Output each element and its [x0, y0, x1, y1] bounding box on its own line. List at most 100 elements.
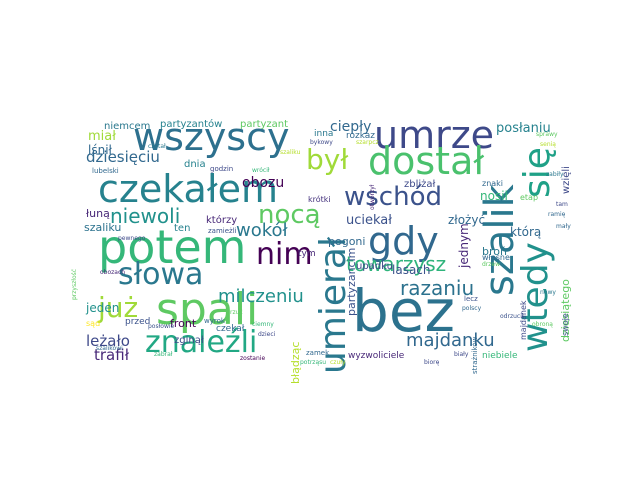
word-przyszlosc: przyszłość — [71, 268, 78, 300]
word-majdanek: majdanek — [519, 300, 528, 340]
word-zlozyc: złożyć — [448, 213, 486, 227]
word-bykowy: bykowy — [310, 139, 333, 146]
word-wschod: wschód — [344, 182, 442, 212]
word-sad: sąd — [86, 319, 101, 328]
word-pewnego: pewnego — [118, 235, 146, 242]
word-czekalem: czekałem — [98, 167, 279, 211]
word-ktorzy: którzy — [206, 215, 238, 226]
word-wrocil: wrócił — [252, 167, 270, 174]
word-niebiele: niebiele — [482, 351, 518, 361]
word-towarzysz: towarzysz — [346, 252, 447, 276]
word-spali: spali — [156, 284, 259, 335]
word-nowy: nowy — [540, 289, 556, 296]
word-luna: łuną — [86, 207, 110, 220]
word-jeden: jeden — [86, 301, 120, 315]
word-szarpcz: szarpcz — [356, 139, 379, 146]
word-jednym: jednym — [457, 223, 471, 268]
word-wyrok: wyrok — [204, 317, 225, 325]
word-ramie: ramię — [548, 211, 566, 218]
word-rzuc: rzuć — [230, 309, 243, 316]
word-lsnil: lśnił — [88, 143, 112, 157]
word-straznikow: strażników — [471, 336, 479, 374]
word-pogoni: pogoni — [328, 235, 366, 248]
word-szaliku-small: szaliku — [280, 149, 301, 156]
word-etap: etap — [520, 193, 539, 202]
word-czytal: czytał — [148, 143, 166, 150]
word-byl: był — [306, 143, 349, 176]
word-razaniu: razaniu — [400, 276, 475, 300]
word-zamiezli: zamieżli — [208, 227, 237, 235]
word-obozach: obozach — [100, 269, 126, 276]
word-szalikowi: szalikowi — [96, 345, 123, 352]
word-partyzantow: partyzantów — [160, 119, 223, 130]
word-upadku: upadku — [356, 261, 393, 272]
word-wyzwoliciele: wyzwoliciele — [348, 351, 405, 361]
word-zblizal: zbliżał — [404, 179, 436, 190]
word-noca: nocą — [258, 200, 321, 230]
word-bialy: biały — [454, 351, 469, 358]
word-tam: tam — [556, 201, 568, 208]
word-juz: już — [98, 291, 139, 324]
word-odrzucil: odrzucił — [500, 313, 524, 320]
word-inna: inna — [314, 129, 334, 139]
word-drzew: drzew — [482, 261, 501, 268]
word-partyzant: partyzant — [240, 119, 289, 130]
word-rozkaz: rozkaz — [346, 131, 376, 141]
word-niewoli: niewoli — [110, 204, 181, 228]
word-otworzyl: otworzył — [369, 184, 376, 210]
word-obozu: obozu — [242, 175, 285, 191]
word-zamek: zamek — [306, 349, 330, 357]
word-majdanku: majdanku — [406, 330, 495, 351]
word-krotki: krótki — [308, 195, 331, 204]
word-lubelski: lubelski — [92, 167, 119, 175]
word-trafil: trafił — [94, 346, 129, 364]
word-cieply: ciepły — [330, 119, 372, 135]
word-obrona: obroną — [532, 321, 553, 328]
word-bron: broń — [482, 245, 507, 258]
word-slowa: słowa — [118, 257, 204, 292]
word-znaki: znaki — [482, 179, 504, 188]
word-maly: mały — [556, 223, 571, 230]
word-niemcem: niemcem — [104, 121, 151, 132]
word-milczeniu: milczeniu — [218, 286, 304, 307]
word-ciemny: ciemny — [252, 321, 274, 328]
word-wlasne: własne — [482, 253, 510, 262]
word-potem: potem — [98, 220, 247, 274]
word-wokol: wokół — [236, 220, 288, 241]
word-lasach: lasach — [392, 263, 431, 277]
word-znalezli: znaleźli — [145, 325, 258, 360]
word-bez: bez — [352, 277, 455, 345]
word-potrzasu: potrząsu — [300, 359, 327, 366]
word-senia: senią — [540, 141, 556, 148]
word-nosil: nosił — [480, 189, 508, 203]
word-zostanie: zostanie — [240, 355, 266, 362]
word-umrze: umrze — [374, 113, 495, 157]
word-gdy: gdy — [368, 219, 439, 263]
word-partyzancim: partyzancim — [345, 247, 358, 316]
word-szaliku: szaliku — [84, 221, 122, 234]
word-sprawy: sprawy — [536, 131, 558, 138]
word-biore: biorę — [424, 359, 440, 366]
word-czuly: czuły — [330, 359, 346, 366]
word-czekal: czekał — [216, 324, 245, 334]
word-zabral: zabrał — [154, 351, 173, 358]
word-przed: przed — [125, 317, 151, 327]
word-swoje: swoje — [561, 313, 570, 336]
word-uciekal: uciekał — [346, 213, 392, 228]
word-dnia: dnia — [184, 159, 206, 170]
word-zabily: zabiły — [546, 171, 564, 178]
word-dostal: dostał — [368, 139, 485, 183]
word-nim: nim — [256, 237, 313, 272]
word-poslaniu: posłaniu — [496, 121, 551, 136]
word-ten: ten — [174, 223, 191, 234]
word-poslowie: posłowie — [148, 323, 175, 330]
word-zginal: zginął — [174, 335, 204, 346]
word-wszyscy: wszyscy — [133, 115, 290, 159]
word-dziesieciu: dziesięciu — [86, 148, 160, 166]
word-dzieci: dzieci — [258, 331, 276, 338]
word-lecz: lecz — [464, 295, 478, 303]
word-mial: miał — [88, 129, 116, 144]
word-tym: tym — [298, 249, 316, 259]
word-godzin: godzin — [210, 165, 234, 173]
